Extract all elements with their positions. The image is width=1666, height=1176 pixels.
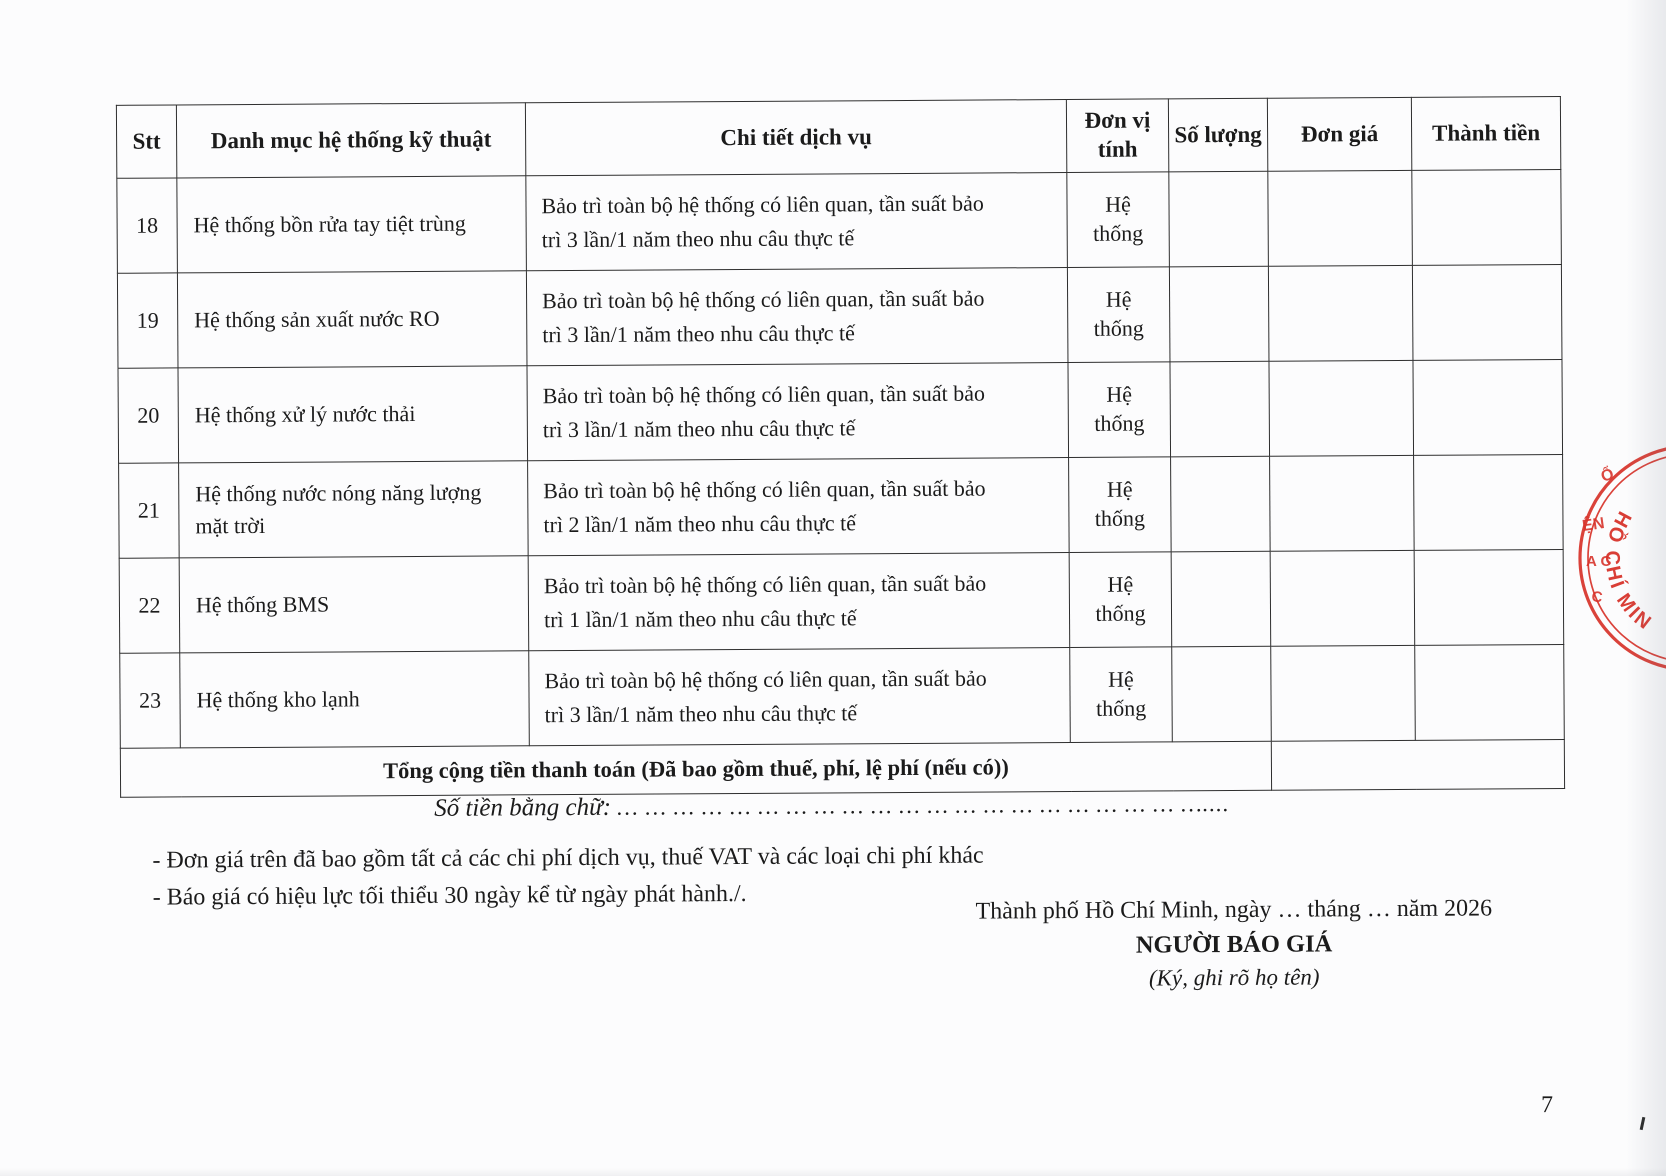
amount-in-words-label: Số tiền bằng chữ: [434,793,612,822]
column-header-detail: Chi tiết dịch vụ [525,99,1067,176]
cell-unit: Hệ thống [1069,646,1173,743]
cell-unit-price [1270,645,1416,742]
red-circular-stamp: HỒ CHÍ MINH Ổ ỆN A C C [1555,418,1666,669]
quotation-table: Stt Danh mục hệ thống kỹ thuật Chi tiết … [116,96,1565,798]
cell-detail: Bảo trì toàn bộ hệ thống có liên quan, t… [528,552,1070,651]
cell-unit: Hệ thống [1068,456,1172,553]
table-row: 20 Hệ thống xử lý nước thải Bảo trì toàn… [117,359,1563,464]
amount-in-words-line: Số tiền bằng chữ: … … … … … … … … … … … … [434,790,1230,823]
cell-stt: 21 [118,462,180,559]
column-header-stt: Stt [116,104,177,179]
svg-text:A C: A C [1586,553,1611,570]
cell-stt: 22 [119,557,180,654]
table-row: 18 Hệ thống bồn rửa tay tiệt trùng Bảo t… [116,169,1562,274]
cell-detail: Bảo trì toàn bộ hệ thống có liên quan, t… [528,647,1071,746]
cell-unit: Hệ thống [1069,551,1172,648]
cell-unit-price [1267,170,1413,267]
cell-category: Hệ thống xử lý nước thải [177,365,528,463]
note-price-includes: - Đơn giá trên đã bao gồm tất cả các chi… [152,842,984,874]
cell-stt: 23 [119,652,181,749]
total-value-cell [1271,739,1565,791]
table-total-row: Tổng cộng tiền thanh toán (Đã bao gồm th… [120,739,1565,798]
note-validity: - Báo giá có hiệu lực tối thiểu 30 ngày … [152,880,747,911]
cell-stt: 19 [117,272,178,369]
cell-stt: 20 [117,367,179,464]
cell-quantity [1169,266,1269,362]
cell-unit-price [1268,265,1413,362]
cell-category: Hệ thống kho lạnh [179,650,530,748]
column-header-unit: Đơn vị tính [1066,98,1169,173]
cell-amount [1412,359,1563,456]
cell-category: Hệ thống bồn rửa tay tiệt trùng [176,175,527,273]
cell-quantity [1170,456,1271,552]
cell-unit-price [1268,360,1414,457]
signature-title: NGƯỜI BÁO GIÁ [1135,930,1333,959]
cell-detail: Bảo trì toàn bộ hệ thống có liên quan, t… [527,457,1070,556]
cell-amount [1412,264,1562,361]
signature-place-date: Thành phố Hồ Chí Minh, ngày … tháng … nă… [975,895,1493,925]
signature-instruction: (Ký, ghi rõ họ tên) [1148,964,1320,991]
cell-category: Hệ thống nước nóng năng lượng mặt trời [178,460,529,558]
cell-quantity [1169,361,1270,457]
cell-detail: Bảo trì toàn bộ hệ thống có liên quan, t… [525,172,1068,271]
scan-edge-shadow-bottom [0,1168,1666,1176]
stamp-inner-text-fragments: Ổ ỆN A C C [1581,464,1616,607]
signature-block: Thành phố Hồ Chí Minh, ngày … tháng … nă… [951,895,1518,992]
cell-amount [1414,549,1564,646]
scan-edge-shadow-right [1626,0,1666,1176]
cell-stt: 18 [116,177,178,274]
svg-text:ỆN: ỆN [1581,513,1606,535]
table-row: 21 Hệ thống nước nóng năng lượng mặt trờ… [118,454,1564,559]
cell-unit: Hệ thống [1067,266,1170,363]
svg-text:Ổ: Ổ [1598,464,1616,486]
cell-quantity [1171,551,1271,647]
cell-quantity [1171,646,1272,742]
cell-amount [1414,644,1565,741]
table-row: 19 Hệ thống sản xuất nước RO Bảo trì toà… [117,264,1562,369]
cell-unit: Hệ thống [1067,361,1171,458]
column-header-amount: Thành tiền [1411,96,1561,171]
cell-amount [1413,454,1564,551]
svg-text:C: C [1590,588,1603,606]
column-header-quantity: Số lượng [1168,98,1268,172]
cell-category: Hệ thống sản xuất nước RO [177,270,527,368]
cell-detail: Bảo trì toàn bộ hệ thống có liên quan, t… [526,267,1068,366]
column-header-category: Danh mục hệ thống kỹ thuật [176,102,526,178]
page-number: 7 [1540,1092,1554,1119]
notes-block: - Đơn giá trên đã bao gồm tất cả các chi… [152,838,984,917]
cell-quantity [1168,171,1269,267]
table-header-row: Stt Danh mục hệ thống kỹ thuật Chi tiết … [116,96,1561,179]
column-header-unit-price: Đơn giá [1267,97,1412,172]
cell-unit: Hệ thống [1066,171,1170,268]
amount-in-words-dotted-line: … … … … … … … … … … … … … … … … … … … … … [617,791,1230,820]
cell-unit-price [1269,455,1415,552]
table-row: 23 Hệ thống kho lạnh Bảo trì toàn bộ hệ … [119,644,1565,749]
cell-category: Hệ thống BMS [179,555,529,653]
cell-amount [1411,169,1562,266]
table-row: 22 Hệ thống BMS Bảo trì toàn bộ hệ thống… [119,549,1564,654]
cell-unit-price [1270,550,1415,647]
total-label: Tổng cộng tiền thanh toán (Đã bao gồm th… [120,741,1272,798]
cell-detail: Bảo trì toàn bộ hệ thống có liên quan, t… [526,362,1069,461]
